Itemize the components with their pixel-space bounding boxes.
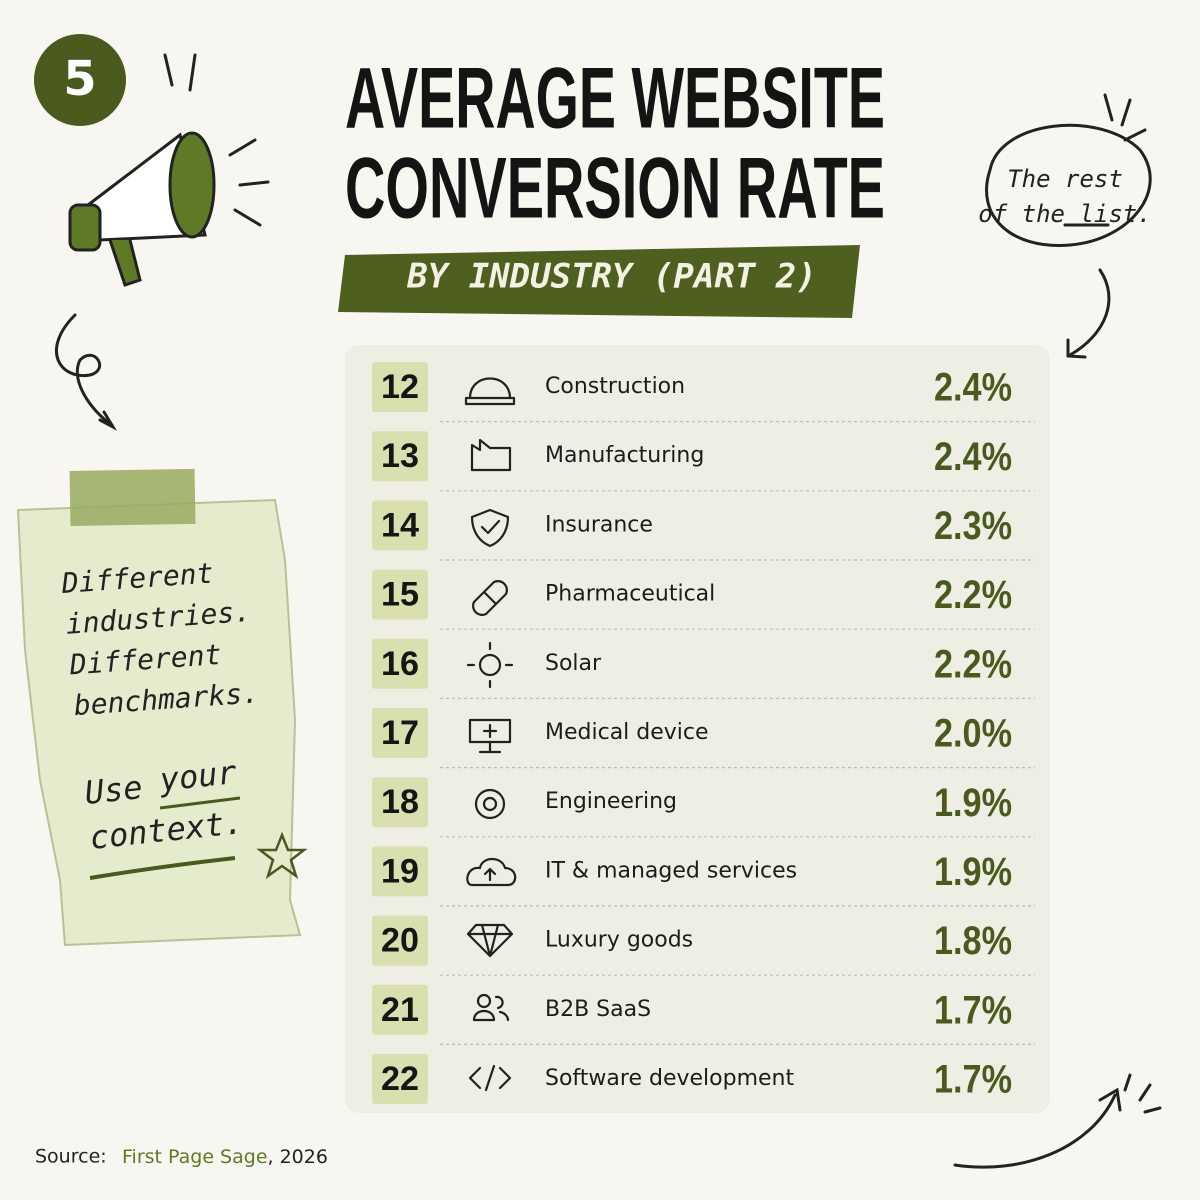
industry: B2B SaaS [545, 997, 651, 1022]
rank: 20 [381, 922, 419, 960]
rank: 19 [381, 852, 419, 890]
row-icon [466, 857, 517, 887]
industry: Medical device [545, 720, 709, 745]
rate: 2.0% [934, 712, 1012, 756]
industry: Solar [545, 651, 602, 676]
row-icon [468, 718, 512, 754]
rate: 2.4% [934, 435, 1012, 479]
rate: 2.2% [934, 642, 1012, 686]
industry: Engineering [545, 789, 677, 814]
table-panel [345, 345, 1050, 1113]
rate: 2.4% [934, 366, 1012, 410]
rank: 15 [381, 576, 419, 614]
subtitle: BY INDUSTRY (PART 2) [406, 257, 816, 297]
rank: 13 [381, 437, 419, 475]
title-line: CONVERSION RATE [345, 141, 885, 237]
source: First Page Sage, 2026 [122, 1146, 328, 1168]
rank-badge [372, 1054, 428, 1104]
rank-badge [372, 777, 428, 828]
rank: 14 [381, 506, 419, 544]
sticky-note [16, 468, 308, 947]
industry: IT & managed services [545, 858, 797, 883]
rank-badge [372, 500, 428, 551]
row-icon [470, 438, 512, 472]
subtitle-banner [338, 245, 860, 318]
note-call: your [157, 753, 239, 799]
rank-badge [372, 708, 428, 758]
rate: 1.9% [934, 781, 1012, 825]
industry: Insurance [545, 512, 653, 537]
bubble-text: The rest [1007, 165, 1123, 193]
row-icon [466, 923, 514, 958]
row-icon [472, 580, 508, 616]
rank: 21 [381, 991, 419, 1029]
rank-badge [372, 362, 428, 412]
source-year: , 2026 [268, 1146, 328, 1168]
rank: 16 [381, 645, 419, 683]
row-icon [472, 993, 510, 1022]
rank: 22 [381, 1060, 419, 1098]
industry: Pharmaceutical [545, 582, 715, 607]
title-line: AVERAGE WEBSITE [345, 51, 885, 147]
industry: Luxury goods [545, 928, 693, 953]
rank-badge [372, 431, 428, 482]
rank: 18 [381, 783, 419, 821]
row-icon [468, 1064, 512, 1092]
row-icon [464, 377, 516, 406]
rate: 1.7% [934, 1058, 1012, 1102]
rank-badge [372, 569, 428, 620]
rate: 2.2% [934, 573, 1012, 617]
industry: Software development [545, 1066, 794, 1091]
row-icon [466, 641, 514, 689]
doodles [54, 53, 1162, 1169]
rank: 12 [381, 368, 419, 406]
note-call: Use [83, 768, 144, 812]
row-icon [474, 788, 506, 820]
source-label: Source: [35, 1146, 107, 1168]
badge-number: 5 [63, 51, 96, 107]
badge [34, 34, 126, 126]
rank-badge [372, 915, 428, 966]
rank-badge [372, 846, 428, 897]
rate: 1.9% [934, 850, 1012, 894]
source-name: First Page Sage [122, 1146, 268, 1168]
bubble-text: of the list. [978, 200, 1151, 228]
rate: 1.8% [934, 919, 1012, 963]
rank-badge [372, 638, 428, 689]
megaphone [68, 131, 216, 287]
rate: 2.3% [934, 504, 1012, 548]
rate: 1.7% [934, 988, 1012, 1032]
rank: 17 [381, 714, 419, 752]
row-icon [470, 508, 510, 548]
industry: Construction [545, 374, 685, 399]
rank-badge [372, 984, 428, 1035]
industry: Manufacturing [545, 443, 704, 468]
